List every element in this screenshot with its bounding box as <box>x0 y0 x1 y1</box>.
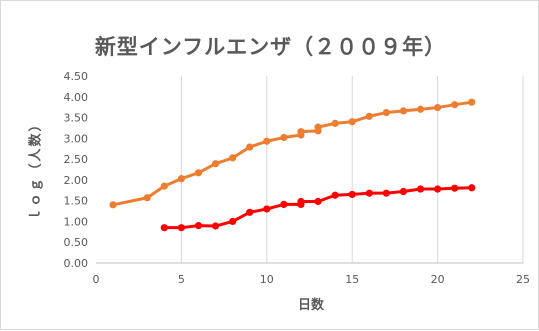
data-point <box>399 187 408 196</box>
y-tick-label: 2.50 <box>64 153 89 166</box>
data-point <box>434 185 442 193</box>
data-point <box>451 101 459 109</box>
data-point <box>229 154 237 162</box>
data-point <box>211 222 220 230</box>
y-axis-label: ｌｏｇ（人数） <box>28 116 44 222</box>
x-tick-label: 15 <box>345 273 359 286</box>
y-tick-label: 4.00 <box>64 91 89 104</box>
y-tick-label: 1.00 <box>64 215 89 228</box>
data-point <box>365 189 373 197</box>
data-point <box>297 197 305 206</box>
data-point <box>434 103 442 112</box>
data-point <box>211 160 220 168</box>
data-point <box>177 224 185 232</box>
data-point <box>348 118 356 126</box>
data-point <box>331 191 339 199</box>
y-tick-label: 1.50 <box>64 195 89 208</box>
data-point <box>365 112 373 120</box>
data-point <box>143 194 151 202</box>
y-tick-label: 4.50 <box>64 70 89 83</box>
data-point <box>382 189 390 197</box>
data-point <box>331 119 339 127</box>
data-point <box>109 201 117 209</box>
data-point <box>246 143 254 151</box>
data-point <box>399 107 408 115</box>
x-axis-label: 日数 <box>297 298 324 313</box>
data-point <box>263 205 271 213</box>
data-point <box>314 123 322 131</box>
data-point <box>468 184 476 192</box>
data-point <box>280 133 288 142</box>
data-point <box>314 197 322 206</box>
y-tick-label: 2.00 <box>64 174 89 187</box>
chart-title: 新型インフルエンザ（２００９年） <box>94 35 447 59</box>
y-tick-label: 3.50 <box>64 112 89 125</box>
data-point <box>280 200 288 209</box>
series-line-2 <box>164 186 472 230</box>
x-tick-label: 25 <box>516 273 530 286</box>
data-point <box>416 105 425 113</box>
y-tick-label: 0.50 <box>64 236 89 249</box>
data-point <box>451 184 459 192</box>
y-tick-label: 3.00 <box>64 132 89 145</box>
data-point <box>160 182 168 190</box>
data-point <box>263 137 271 145</box>
data-point <box>348 190 356 199</box>
x-tick-label: 5 <box>178 273 185 286</box>
data-point <box>297 128 305 136</box>
data-point <box>160 224 168 232</box>
data-point <box>416 185 425 193</box>
y-tick-label: 0.00 <box>64 257 89 270</box>
data-point <box>382 108 390 117</box>
data-point <box>194 222 203 230</box>
data-point <box>229 217 237 226</box>
x-tick-label: 10 <box>260 273 274 286</box>
data-point <box>194 169 203 177</box>
data-point <box>177 175 185 183</box>
data-point <box>246 208 254 216</box>
x-tick-label: 20 <box>431 273 445 286</box>
x-tick-label: 0 <box>93 273 100 286</box>
data-point <box>468 98 476 106</box>
